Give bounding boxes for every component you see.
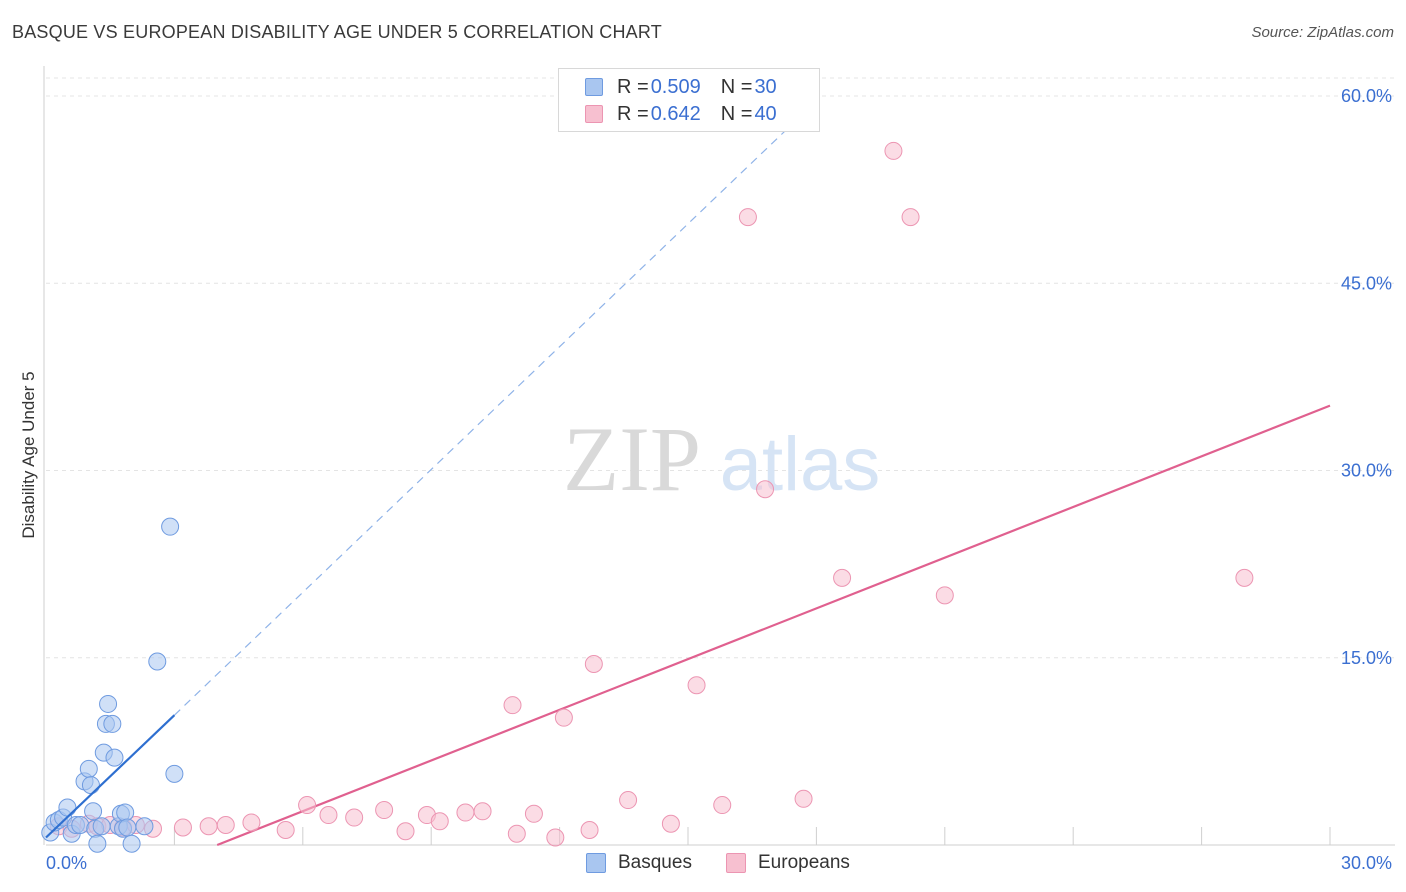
legend-row-basques: R = 0.509 N = 30 <box>585 75 777 99</box>
legend-n-value: 40 <box>754 102 777 125</box>
basques-point <box>99 694 118 713</box>
europeans-point <box>473 802 492 821</box>
europeans-point <box>713 796 732 815</box>
europeans-point <box>199 817 218 836</box>
basques-point <box>148 652 167 671</box>
europeans-point <box>503 696 522 715</box>
europeans-point <box>173 818 192 837</box>
basques-point <box>79 759 98 778</box>
europeans-point <box>794 789 813 808</box>
basques-trend-extension <box>173 100 817 716</box>
legend-row-europeans: R = 0.642 N = 40 <box>585 102 777 126</box>
europeans-point <box>345 808 364 827</box>
legend-r-value: 0.509 <box>650 75 701 98</box>
europeans-point <box>242 813 261 832</box>
chart-title: BASQUE VS EUROPEAN DISABILITY AGE UNDER … <box>12 22 662 42</box>
europeans-point <box>546 828 565 847</box>
data-points <box>41 141 1254 853</box>
watermark-zip: ZIP <box>563 408 701 510</box>
basques-trend-line <box>45 714 176 839</box>
europeans-trend-line <box>216 404 1331 847</box>
legend-r-value: 0.642 <box>650 102 701 125</box>
europeans-point <box>833 568 852 587</box>
europeans-point <box>216 816 235 835</box>
basques-point <box>122 834 141 853</box>
watermark: ZIP atlas <box>563 408 880 510</box>
basques-point <box>103 714 122 733</box>
legend-r-label: R = <box>617 102 649 125</box>
x-tick-label: 0.0% <box>46 853 87 873</box>
basques-point <box>165 764 184 783</box>
correlation-legend: R = 0.509 N = 30 R = 0.642 N = 40 <box>558 68 820 132</box>
europeans-point <box>619 791 638 810</box>
y-tick-label: 30.0% <box>1341 461 1392 481</box>
europeans-point <box>580 821 599 840</box>
basques-point <box>88 834 107 853</box>
europeans-swatch <box>726 853 746 873</box>
basques-point <box>116 803 135 822</box>
legend-swatch-basques <box>585 78 603 96</box>
y-tick-label: 60.0% <box>1341 86 1392 106</box>
europeans-point <box>276 821 295 840</box>
basques-point <box>161 517 180 536</box>
legend-label-europeans: Europeans <box>758 852 850 873</box>
legend-r-label: R = <box>617 75 649 98</box>
europeans-point <box>687 676 706 695</box>
legend-swatch-europeans <box>585 105 603 123</box>
x-tick-label: 30.0% <box>1341 853 1392 873</box>
europeans-point <box>756 480 775 499</box>
europeans-point <box>901 208 920 227</box>
europeans-point <box>661 814 680 833</box>
basques-point <box>81 776 100 795</box>
y-tick-label: 15.0% <box>1341 648 1392 668</box>
basques-point <box>118 818 137 837</box>
basques-point <box>84 802 103 821</box>
source-label: Source: ZipAtlas.com <box>1251 24 1394 41</box>
watermark-atlas: atlas <box>720 422 881 507</box>
legend-n-label: N = <box>720 75 753 98</box>
y-tick-label: 45.0% <box>1341 273 1392 293</box>
europeans-point <box>507 824 526 843</box>
europeans-point <box>524 804 543 823</box>
europeans-point <box>1235 568 1254 587</box>
legend-item-basques[interactable]: Basques <box>586 852 692 874</box>
europeans-point <box>430 812 449 831</box>
y-axis-label: Disability Age Under 5 <box>19 371 38 538</box>
series-legend: Basques Europeans <box>0 852 1406 878</box>
trend-lines <box>173 100 1331 847</box>
basques-point <box>58 798 77 817</box>
europeans-point <box>884 141 903 160</box>
europeans-point <box>456 803 475 822</box>
basques-point <box>105 748 124 767</box>
basques-point <box>135 817 154 836</box>
europeans-point <box>554 708 573 727</box>
europeans-point <box>298 796 317 815</box>
gridlines <box>46 77 1395 659</box>
europeans-point <box>319 806 338 825</box>
europeans-point <box>584 654 603 673</box>
basques-swatch <box>586 853 606 873</box>
europeans-point <box>738 208 757 227</box>
legend-item-europeans[interactable]: Europeans <box>726 852 850 874</box>
legend-n-label: N = <box>720 102 753 125</box>
tick-labels: 15.0% 30.0% 45.0% 60.0% 0.0% 30.0% <box>46 86 1392 873</box>
basques-point <box>92 817 111 836</box>
basques-point <box>71 816 90 835</box>
europeans-point <box>375 801 394 820</box>
europeans-point <box>935 586 954 605</box>
europeans-point <box>396 822 415 841</box>
legend-label-basques: Basques <box>618 852 692 873</box>
legend-n-value: 30 <box>754 75 777 98</box>
